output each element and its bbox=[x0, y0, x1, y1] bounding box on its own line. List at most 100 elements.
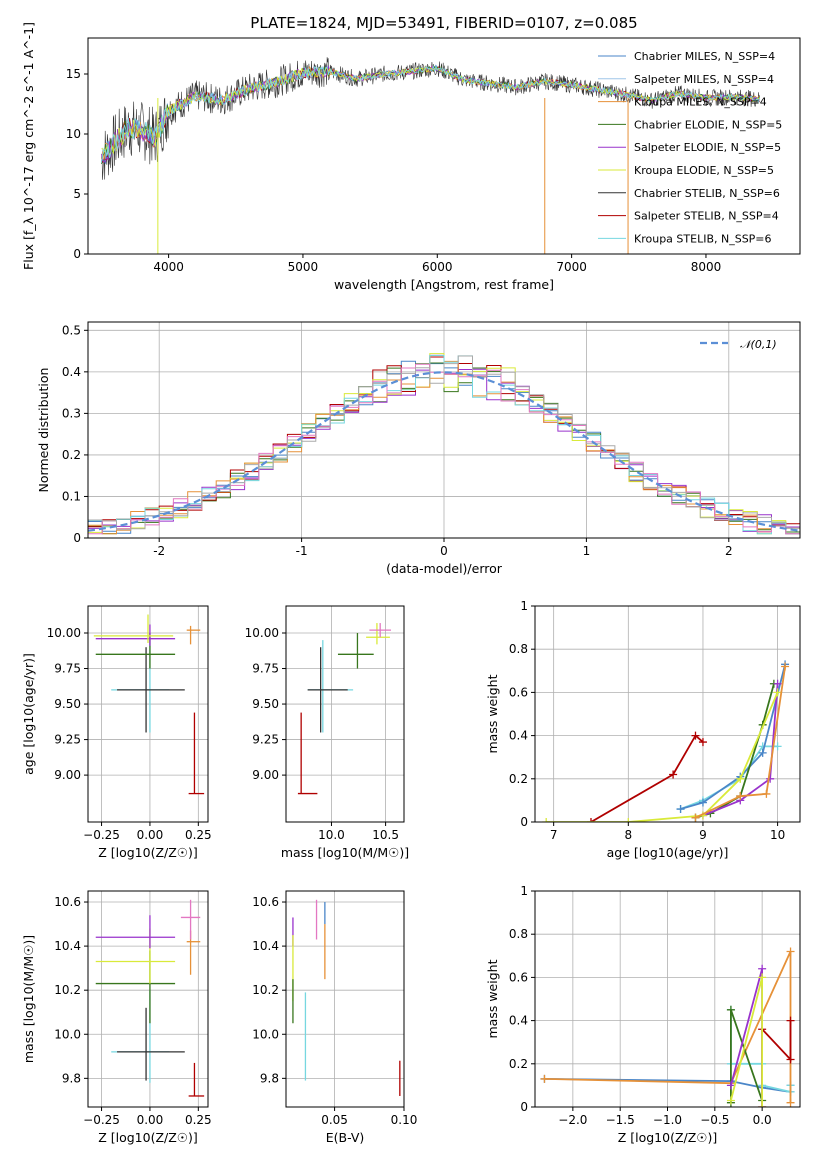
x-axis-label: mass [log10(M/M☉)] bbox=[281, 845, 409, 860]
series-marker bbox=[758, 973, 767, 982]
panel-age_vs_Z: −0.25 0.00 0.25 9.00 9.25 9.50 9.75 10.00 Z [log… bbox=[21, 605, 212, 860]
plot-area bbox=[101, 57, 761, 254]
spectrum-title: PLATE=1824, MJD=53491, FIBERID=0107, z=0… bbox=[250, 14, 637, 32]
y-axis-label: mass weight bbox=[485, 674, 500, 753]
y-tick-label: 10.4 bbox=[252, 939, 279, 953]
panel-weight_vs_Z: −2.0 −1.5 −1.0 −0.5 0.0 0 0.2 0.4 0.6 0.8 1 Z [log1… bbox=[485, 884, 801, 1145]
series-marker bbox=[736, 792, 745, 801]
panel-weight_vs_age: 7 8 9 10 0 0.2 0.4 0.6 0.8 1 age [log10(age/yr)] ma… bbox=[485, 599, 801, 860]
series-marker bbox=[726, 1081, 735, 1090]
y-tick-label: 0.2 bbox=[509, 772, 528, 786]
panel-mass_vs_ebv: 0.05 0.10 9.8 10.0 10.2 10.4 10.6 E(B-V) bbox=[252, 890, 418, 1145]
series-marker bbox=[691, 731, 700, 740]
y-tick-label: 0.8 bbox=[509, 642, 528, 656]
series-marker bbox=[758, 1103, 767, 1107]
series-marker bbox=[758, 964, 767, 973]
plot-frame bbox=[534, 605, 801, 823]
legend-entry: Chabrier STELIB, N_SSP=6 bbox=[634, 187, 780, 200]
legend-entry: Kroupa STELIB, N_SSP=6 bbox=[634, 232, 772, 245]
series-line bbox=[702, 683, 779, 817]
x-tick-label: 6000 bbox=[422, 260, 453, 274]
series-marker bbox=[786, 1055, 795, 1064]
y-tick-label: 9.00 bbox=[54, 768, 81, 782]
y-tick-label: 9.25 bbox=[252, 733, 279, 747]
plot-area bbox=[93, 614, 205, 795]
x-axis-label: E(B-V) bbox=[326, 1130, 365, 1145]
y-tick-label: 9.50 bbox=[252, 697, 279, 711]
y-axis-label: age [log10(age/yr)] bbox=[21, 653, 36, 775]
y-tick-label: 0.3 bbox=[62, 406, 81, 420]
y-axis-label: mass [log10(M/M☉)] bbox=[21, 935, 36, 1063]
y-tick-label: 10.0 bbox=[252, 1027, 279, 1041]
y-tick-label: 9.25 bbox=[54, 733, 81, 747]
y-tick-label: 0 bbox=[520, 1100, 528, 1114]
plot-frame bbox=[87, 605, 209, 823]
y-tick-label: 0 bbox=[73, 247, 81, 261]
series-marker bbox=[542, 818, 551, 822]
x-axis-label: Z [log10(Z/Z☉)] bbox=[98, 845, 198, 860]
y-tick-label: 9.8 bbox=[260, 1071, 279, 1085]
x-tick-label: 10.5 bbox=[372, 828, 399, 842]
y-tick-label: 10.00 bbox=[47, 626, 81, 640]
y-tick-label: 10.4 bbox=[54, 939, 81, 953]
panel-age_vs_mass: 10.0 10.5 9.00 9.25 9.50 9.75 10.00 mass [log10… bbox=[245, 605, 409, 860]
x-tick-label: −0.25 bbox=[83, 1113, 120, 1127]
plot-frame bbox=[534, 890, 801, 1108]
legend-entry: Chabrier MILES, N_SSP=4 bbox=[634, 50, 775, 63]
plot-area bbox=[542, 660, 790, 822]
x-tick-label: 0.25 bbox=[185, 1113, 212, 1127]
series-marker bbox=[773, 679, 782, 688]
y-tick-label: 10.0 bbox=[54, 1027, 81, 1041]
legend-entry: 𝒩(0,1) bbox=[740, 338, 777, 351]
y-axis-label: Flux [f_λ 10^-17 erg cm^-2 s^-1 A^-1] bbox=[21, 22, 36, 270]
x-axis-label: age [log10(age/yr)] bbox=[607, 845, 729, 860]
plot-background bbox=[286, 891, 404, 1107]
plot-area bbox=[292, 899, 401, 1096]
x-tick-label: 0.10 bbox=[391, 1113, 418, 1127]
legend-entry: Kroupa MILES, N_SSP=4 bbox=[634, 96, 767, 109]
y-tick-label: 15 bbox=[66, 67, 81, 81]
series-marker bbox=[726, 1005, 735, 1014]
gaussian-curve bbox=[88, 371, 800, 532]
x-tick-label: −1.0 bbox=[653, 1113, 682, 1127]
x-axis-label: Z [log10(Z/Z☉)] bbox=[618, 1130, 718, 1145]
y-tick-label: 0.1 bbox=[62, 489, 81, 503]
y-tick-label: 10.00 bbox=[245, 626, 279, 640]
y-tick-label: 9.75 bbox=[54, 662, 81, 676]
y-tick-label: 0.8 bbox=[509, 927, 528, 941]
y-tick-label: 0.5 bbox=[62, 323, 81, 337]
histogram-step bbox=[88, 355, 800, 531]
x-tick-label: 10.0 bbox=[318, 828, 345, 842]
y-tick-label: 1 bbox=[520, 599, 528, 613]
series-line bbox=[590, 734, 704, 822]
x-tick-label: 7000 bbox=[556, 260, 587, 274]
legend-entry: Salpeter MILES, N_SSP=4 bbox=[634, 73, 774, 86]
series-marker bbox=[758, 748, 767, 757]
x-tick-label: −0.5 bbox=[700, 1113, 729, 1127]
y-tick-label: 9.50 bbox=[54, 697, 81, 711]
y-tick-label: 9.75 bbox=[252, 662, 279, 676]
y-tick-label: 10.6 bbox=[54, 895, 81, 909]
y-tick-label: 0.6 bbox=[509, 970, 528, 984]
series-marker bbox=[698, 798, 707, 807]
plot-area bbox=[88, 353, 800, 535]
plot-background bbox=[286, 606, 404, 822]
x-tick-label: 9 bbox=[699, 828, 707, 842]
x-tick-label: 8 bbox=[624, 828, 632, 842]
x-tick-label: -1 bbox=[296, 544, 308, 558]
series-marker bbox=[786, 1098, 795, 1107]
x-tick-label: −2.0 bbox=[558, 1113, 587, 1127]
series-marker bbox=[762, 789, 771, 798]
series-line bbox=[695, 666, 786, 819]
x-tick-label: −1.5 bbox=[606, 1113, 635, 1127]
plot-area bbox=[95, 899, 205, 1097]
series-marker bbox=[726, 1096, 735, 1105]
y-tick-label: 0 bbox=[520, 815, 528, 829]
series-marker bbox=[766, 774, 775, 783]
legend: Chabrier MILES, N_SSP=4 Salpeter MILES, N… bbox=[598, 50, 782, 245]
y-tick-label: 9.00 bbox=[252, 768, 279, 782]
y-tick-label: 0.2 bbox=[509, 1057, 528, 1071]
x-axis-label: Z [log10(Z/Z☉)] bbox=[98, 1130, 198, 1145]
legend-entry: Chabrier ELODIE, N_SSP=5 bbox=[634, 118, 782, 131]
x-tick-label: 2 bbox=[725, 544, 733, 558]
